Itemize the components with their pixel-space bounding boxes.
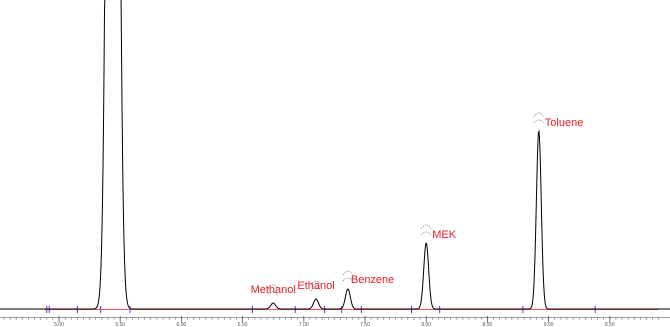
peak-label: Methanol bbox=[251, 284, 296, 296]
peak-apex-marker bbox=[533, 112, 545, 118]
peak-apex-marker bbox=[310, 280, 322, 286]
x-tick-label: 5.50 bbox=[115, 322, 125, 327]
peak-apex-marker bbox=[267, 284, 279, 290]
peak-label: MEK bbox=[432, 229, 457, 241]
peak-labels: Methanol Ethanol Benzene MEK Toluene bbox=[251, 112, 584, 296]
x-tick-label: 6.00 bbox=[177, 322, 187, 327]
peak-label: Benzene bbox=[351, 274, 394, 286]
x-tick-label: 8.00 bbox=[421, 322, 431, 327]
peak-apex-marker bbox=[533, 119, 545, 124]
x-tick-label: 8.50 bbox=[483, 322, 493, 327]
chromatogram-trace bbox=[0, 0, 670, 310]
x-tick-label: 9.50 bbox=[605, 322, 615, 327]
signal-trace bbox=[0, 0, 670, 310]
peak-apex-marker bbox=[310, 287, 322, 292]
peak-apex-marker bbox=[420, 224, 432, 230]
peak-label: Toluene bbox=[545, 117, 584, 129]
peak-apex-marker bbox=[420, 231, 432, 236]
x-tick-label: 5.00 bbox=[54, 322, 64, 327]
peak-label: Ethanol bbox=[297, 280, 334, 292]
x-tick-label: 7.00 bbox=[299, 322, 309, 327]
x-tick-label: 9.00 bbox=[544, 322, 554, 327]
x-tick-label: 6.50 bbox=[238, 322, 248, 327]
peak-apex-marker bbox=[342, 270, 354, 276]
x-axis: 5.00 5.50 6.00 6.50 7.00 7.50 8.00 8.50 9.00 9.50 bbox=[0, 316, 670, 327]
peak-apex-marker bbox=[342, 277, 354, 282]
peak-apex-marker bbox=[267, 291, 279, 296]
x-tick-label: 7.50 bbox=[360, 322, 370, 327]
